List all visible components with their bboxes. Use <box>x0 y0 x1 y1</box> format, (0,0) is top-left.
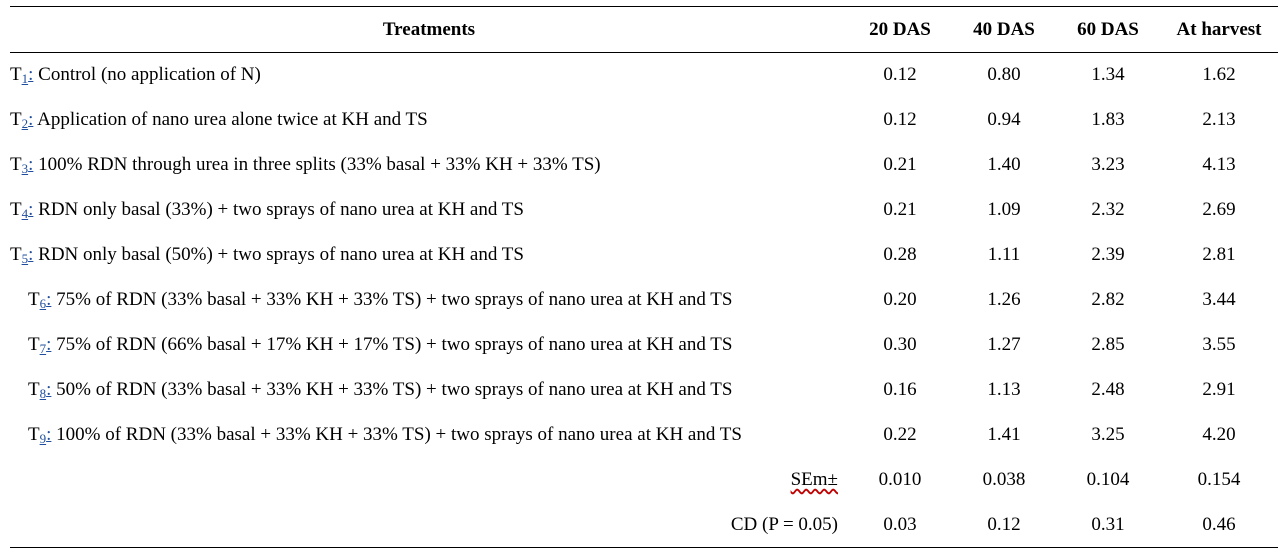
header-at-harvest: At harvest <box>1160 6 1278 53</box>
treatment-cell: T6: 75% of RDN (33% basal + 33% KH + 33%… <box>28 288 733 311</box>
value-60-das: 2.48 <box>1091 379 1125 400</box>
header-20-das: 20 DAS <box>848 6 952 53</box>
cd-20-das: 0.03 <box>848 502 952 548</box>
value-40-das: 1.11 <box>987 244 1021 265</box>
treatment-cell: T7: 75% of RDN (66% basal + 17% KH + 17%… <box>28 333 733 356</box>
cd-40-das: 0.12 <box>952 502 1056 548</box>
table-row: T2: Application of nano urea alone twice… <box>10 98 1278 143</box>
sem-40-das: 0.038 <box>982 469 1026 490</box>
value-60-das: 1.83 <box>1091 109 1125 130</box>
header-row: Treatments 20 DAS 40 DAS 60 DAS At harve… <box>10 6 1278 53</box>
table-row: T3: 100% RDN through urea in three split… <box>10 143 1278 188</box>
cd-label: CD (P = 0.05) <box>10 502 848 548</box>
table-row: T7: 75% of RDN (66% basal + 17% KH + 17%… <box>10 323 1278 368</box>
value-at-harvest: 2.69 <box>1202 199 1236 220</box>
value-40-das: 1.26 <box>987 289 1021 310</box>
table-row: T9: 100% of RDN (33% basal + 33% KH + 33… <box>10 413 1278 458</box>
value-20-das: 0.12 <box>883 109 917 130</box>
value-40-das: 1.40 <box>987 154 1021 175</box>
table-row: T1: Control (no application of N) 0.12 0… <box>10 53 1278 98</box>
value-at-harvest: 2.13 <box>1202 109 1236 130</box>
value-40-das: 0.80 <box>987 64 1021 86</box>
value-at-harvest: 1.62 <box>1202 64 1236 86</box>
sem-20-das: 0.010 <box>878 469 922 490</box>
value-40-das: 1.09 <box>987 199 1021 220</box>
value-20-das: 0.21 <box>883 154 917 175</box>
table-row: T5: RDN only basal (50%) + two sprays of… <box>10 233 1278 278</box>
value-20-das: 0.20 <box>883 289 917 310</box>
sem-60-das: 0.104 <box>1086 469 1130 490</box>
table-row: T4: RDN only basal (33%) + two sprays of… <box>10 188 1278 233</box>
treatment-cell: T9: 100% of RDN (33% basal + 33% KH + 33… <box>28 423 742 446</box>
value-60-das: 2.32 <box>1091 199 1125 220</box>
stats-row-cd: CD (P = 0.05) 0.03 0.12 0.31 0.46 <box>10 502 1278 548</box>
table-row: T6: 75% of RDN (33% basal + 33% KH + 33%… <box>10 278 1278 323</box>
data-table-container: Treatments 20 DAS 40 DAS 60 DAS At harve… <box>10 6 1278 548</box>
header-60-das: 60 DAS <box>1056 6 1160 53</box>
treatment-cell: T1: Control (no application of N) <box>10 63 261 86</box>
sem-label: SEm± <box>790 469 838 490</box>
sem-at-harvest: 0.154 <box>1197 469 1241 490</box>
value-20-das: 0.21 <box>883 199 917 220</box>
value-at-harvest: 4.13 <box>1202 154 1236 175</box>
header-40-das: 40 DAS <box>952 6 1056 53</box>
treatment-cell: T8: 50% of RDN (33% basal + 33% KH + 33%… <box>28 378 733 401</box>
value-60-das: 3.23 <box>1091 154 1125 175</box>
value-60-das: 2.82 <box>1091 289 1125 310</box>
treatment-table: Treatments 20 DAS 40 DAS 60 DAS At harve… <box>10 6 1278 548</box>
header-treatments: Treatments <box>10 6 848 53</box>
value-60-das: 2.85 <box>1091 334 1125 355</box>
treatment-cell: T5: RDN only basal (50%) + two sprays of… <box>10 243 524 266</box>
table-row: T8: 50% of RDN (33% basal + 33% KH + 33%… <box>10 368 1278 413</box>
value-20-das: 0.22 <box>883 424 917 445</box>
treatment-cell: T2: Application of nano urea alone twice… <box>10 108 428 131</box>
cd-60-das: 0.31 <box>1056 502 1160 548</box>
cd-at-harvest: 0.46 <box>1160 502 1278 548</box>
value-60-das: 1.34 <box>1091 64 1125 86</box>
value-20-das: 0.12 <box>883 64 917 86</box>
value-20-das: 0.28 <box>883 244 917 265</box>
value-60-das: 2.39 <box>1091 244 1125 265</box>
value-40-das: 0.94 <box>987 109 1021 130</box>
value-at-harvest: 3.55 <box>1202 334 1236 355</box>
value-at-harvest: 4.20 <box>1202 424 1236 445</box>
treatment-cell: T3: 100% RDN through urea in three split… <box>10 153 601 176</box>
value-40-das: 1.13 <box>987 379 1021 400</box>
value-at-harvest: 2.81 <box>1202 244 1236 265</box>
value-60-das: 3.25 <box>1091 424 1125 445</box>
value-40-das: 1.27 <box>987 334 1021 355</box>
value-20-das: 0.30 <box>883 334 917 355</box>
stats-row-sem: SEm± 0.010 0.038 0.104 0.154 <box>10 458 1278 503</box>
value-40-das: 1.41 <box>987 424 1021 445</box>
value-20-das: 0.16 <box>883 379 917 400</box>
treatment-cell: T4: RDN only basal (33%) + two sprays of… <box>10 198 524 221</box>
value-at-harvest: 3.44 <box>1202 289 1236 310</box>
value-at-harvest: 2.91 <box>1202 379 1236 400</box>
